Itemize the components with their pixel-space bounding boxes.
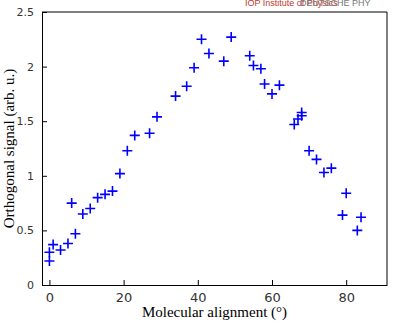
point — [260, 79, 270, 89]
x-tick: 40 — [190, 280, 207, 305]
point — [337, 210, 347, 220]
y-tick-mark — [42, 121, 47, 122]
point — [319, 168, 329, 178]
x-tick-label: 20 — [116, 290, 133, 305]
x-axis: 0 20 40 60 80 — [43, 280, 388, 305]
y-tick: 2.5 — [17, 6, 48, 19]
point — [189, 63, 199, 73]
y-tick-mark — [42, 230, 47, 231]
points — [44, 32, 366, 266]
x-axis-line — [43, 285, 388, 286]
y-tick: 1.5 — [17, 115, 48, 128]
x-tick: 0 — [46, 280, 54, 305]
x-axis-title: Molecular alignment (°) — [142, 304, 287, 321]
point — [182, 81, 192, 91]
point — [67, 198, 77, 208]
frame — [42, 12, 387, 13]
x-tick-mark — [198, 280, 199, 285]
point — [341, 188, 351, 198]
y-tick-label: 0 — [27, 279, 34, 292]
point — [326, 163, 336, 173]
y-tick-mark — [42, 12, 47, 13]
point — [197, 34, 207, 44]
point — [356, 212, 366, 222]
point — [48, 240, 58, 250]
y-tick-label: 1 — [27, 170, 34, 183]
x-tick-label: 0 — [46, 290, 54, 305]
point — [63, 239, 73, 249]
x-tick-label: 60 — [264, 290, 281, 305]
point — [115, 169, 125, 179]
x-tick: 60 — [264, 280, 281, 305]
x-tick-label: 80 — [338, 290, 355, 305]
point — [44, 256, 54, 266]
point — [297, 111, 307, 121]
point — [85, 204, 95, 214]
point — [245, 51, 255, 61]
x-tick-mark — [272, 280, 273, 285]
y-tick-label: 2 — [27, 61, 34, 74]
point — [56, 245, 66, 255]
y-tick-label: 1.5 — [17, 115, 35, 128]
point — [152, 112, 162, 122]
plot: 0 20 40 60 80 0 0.5 1 1.5 2 2.5 — [17, 6, 388, 305]
point — [352, 225, 362, 235]
x-tick: 80 — [338, 280, 355, 305]
y-tick-mark — [42, 67, 47, 68]
point — [70, 229, 80, 239]
point — [130, 130, 140, 140]
point — [304, 146, 314, 156]
point — [267, 89, 277, 99]
point — [107, 186, 117, 196]
x-tick-mark — [124, 280, 125, 285]
point — [122, 146, 132, 156]
x-tick-label: 40 — [190, 290, 207, 305]
x-tick: 20 — [116, 280, 133, 305]
point — [204, 48, 214, 58]
y-tick: 0 — [27, 279, 47, 292]
chart: IOP Institute of PhysicsDEUTSCHE PHY0204… — [0, 0, 397, 321]
x-tick-mark — [346, 280, 347, 285]
y-tick-mark — [42, 285, 47, 286]
point — [274, 80, 284, 90]
y-tick: 0.5 — [17, 224, 48, 237]
y-tick-mark — [42, 176, 47, 177]
point — [219, 56, 229, 66]
annotation: DEUTSCHE PHY — [300, 0, 371, 8]
y-tick-label: 0.5 — [17, 224, 35, 237]
y-axis-line — [42, 13, 43, 286]
y-axis: 0 0.5 1 1.5 2 2.5 — [17, 6, 48, 292]
x-tick-mark — [49, 280, 50, 285]
y-tick-label: 2.5 — [17, 6, 35, 19]
y-axis-title: Orthogonal signal (arb. u.) — [1, 69, 18, 229]
y-tick: 1 — [27, 170, 47, 183]
point — [171, 91, 181, 101]
point — [145, 128, 155, 138]
point — [256, 64, 266, 74]
point — [312, 154, 322, 164]
y-tick: 2 — [27, 61, 47, 74]
point — [78, 209, 88, 219]
point — [226, 32, 236, 42]
frame — [387, 12, 388, 285]
